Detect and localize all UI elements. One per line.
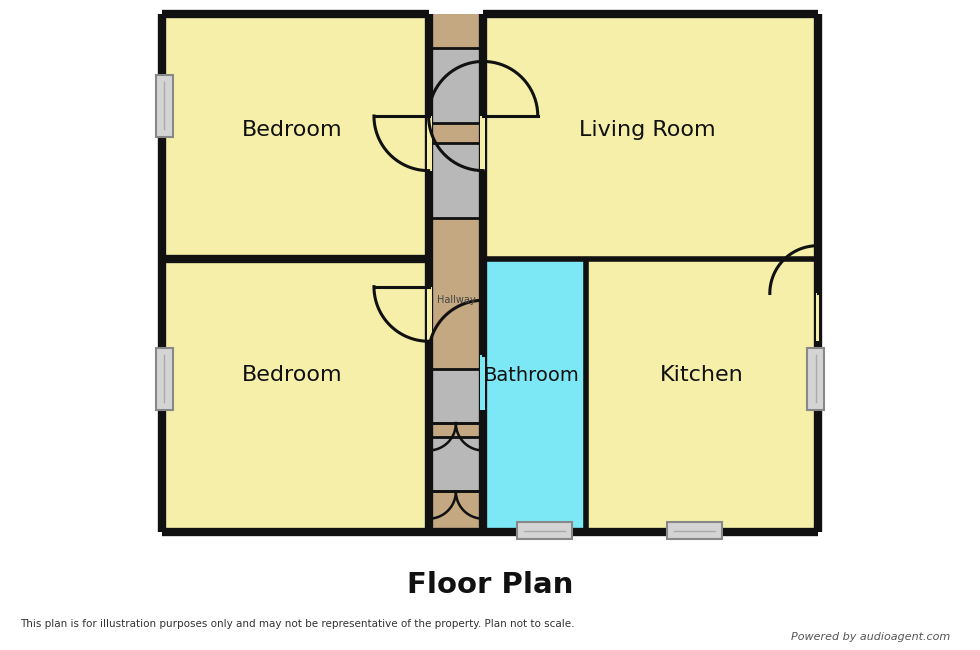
Bar bbox=[483, 259, 586, 532]
Bar bbox=[815, 294, 819, 341]
Text: Bedroom: Bedroom bbox=[242, 120, 342, 140]
Bar bbox=[163, 259, 428, 532]
Text: Floor Plan: Floor Plan bbox=[407, 571, 573, 599]
Bar bbox=[586, 259, 817, 532]
Bar bbox=[163, 14, 428, 259]
Bar bbox=[430, 437, 481, 491]
Text: This plan is for illustration purposes only and may not be representative of the: This plan is for illustration purposes o… bbox=[20, 619, 574, 629]
Text: Living Room: Living Room bbox=[578, 120, 715, 140]
Bar bbox=[156, 75, 172, 136]
Bar bbox=[430, 144, 481, 218]
Bar bbox=[480, 116, 485, 170]
Text: Hallway: Hallway bbox=[436, 295, 475, 306]
Bar bbox=[156, 348, 172, 410]
Text: Kitchen: Kitchen bbox=[660, 365, 744, 385]
Bar bbox=[430, 47, 481, 123]
Bar bbox=[517, 522, 572, 540]
Text: Powered by audioagent.com: Powered by audioagent.com bbox=[792, 632, 951, 642]
Bar bbox=[426, 287, 432, 341]
Bar bbox=[426, 116, 432, 170]
Text: Bathroom: Bathroom bbox=[483, 366, 579, 385]
Bar bbox=[667, 522, 722, 540]
Bar bbox=[430, 369, 481, 423]
Bar bbox=[483, 14, 817, 259]
Text: Bedroom: Bedroom bbox=[242, 365, 342, 385]
Bar bbox=[480, 355, 485, 410]
Bar bbox=[428, 14, 483, 532]
Bar bbox=[808, 348, 824, 410]
